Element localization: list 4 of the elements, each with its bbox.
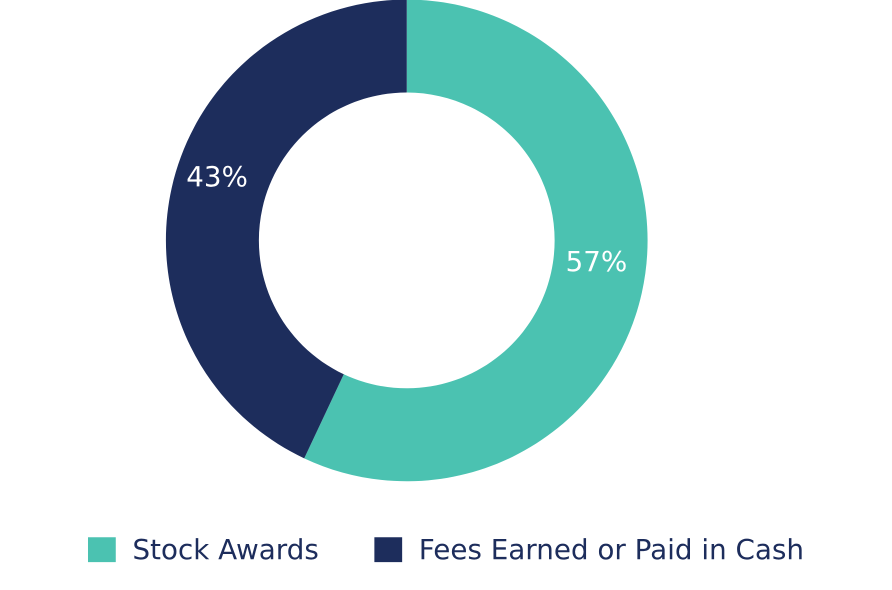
legend-label: Fees Earned or Paid in Cash	[422, 538, 802, 560]
data-label: 43%	[188, 166, 246, 187]
data-label: 57%	[568, 250, 626, 272]
legend-label: Stock Awards	[134, 538, 318, 560]
